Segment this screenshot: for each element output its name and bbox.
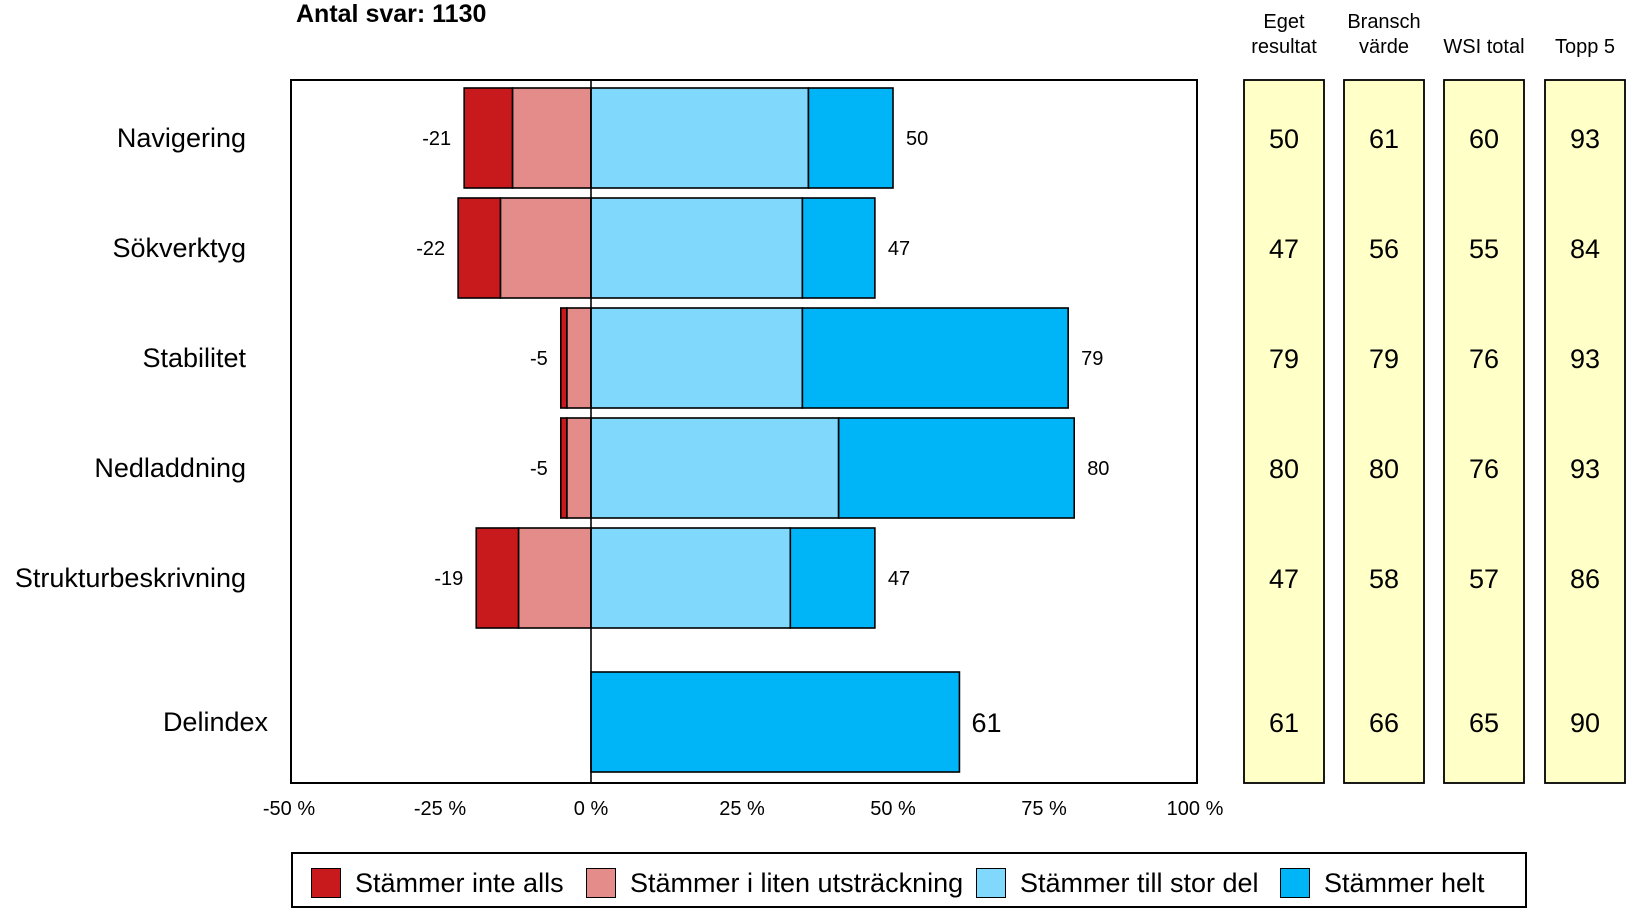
legend-item-stammer-till-stor: Stämmer till stor del — [976, 865, 1259, 901]
bar-sokverktyg-stammer-till-stor-del — [590, 197, 804, 299]
positive-value-label: 50 — [906, 128, 928, 150]
table-cell: 93 — [1570, 344, 1600, 374]
positive-value-label: 61 — [971, 708, 1001, 738]
legend-label: Stämmer inte alls — [355, 867, 564, 898]
bar-stabilitet-stammer-inte-alls — [559, 307, 568, 409]
table-cell: 76 — [1469, 344, 1499, 374]
x-tick-label: 0 % — [574, 798, 609, 820]
bar-navigering-stammer-till-stor-del — [590, 87, 810, 189]
bar-nedladdning-stammer-inte-alls — [559, 417, 568, 519]
positive-value-label: 47 — [888, 568, 910, 590]
table-cell: 79 — [1269, 344, 1299, 374]
comparison-table: Eget resultat Bransch värde WSI total Topp 5 5… — [1243, 11, 1626, 784]
bar-stabilitet-stammer-helt — [801, 307, 1069, 409]
legend-swatch-stammer-inte-alls — [311, 868, 341, 898]
table-cell: 76 — [1469, 454, 1499, 484]
legend-label: Stämmer i liten utsträckning — [630, 867, 964, 898]
bar-navigering-stammer-inte-alls — [463, 87, 514, 189]
table-header-label: värde — [1359, 36, 1409, 58]
category-label: Stabilitet — [142, 343, 246, 373]
table-cell: 56 — [1369, 234, 1399, 264]
table-column-bransch-varde — [1343, 79, 1425, 784]
bar-sokverktyg-stammer-inte-alls — [457, 197, 502, 299]
bar-sokverktyg-stammer-helt — [801, 197, 876, 299]
table-column-wsi-total — [1443, 79, 1525, 784]
bar-stabilitet-stammer-till-stor-del — [590, 307, 804, 409]
bar-strukturbeskrivning-stammer-helt — [789, 527, 876, 629]
table-cell: 57 — [1469, 564, 1499, 594]
bar-sokverktyg-stammer-i-liten-utstrackning — [499, 197, 592, 299]
bar-delindex-stammer-helt — [590, 671, 961, 773]
category-label: Navigering — [117, 123, 246, 153]
bar-stabilitet-stammer-i-liten-utstrackning — [566, 307, 592, 409]
bar-nedladdning-stammer-i-liten-utstrackning — [566, 417, 592, 519]
category-label: Strukturbeskrivning — [15, 563, 246, 593]
table-header-label: WSI total — [1443, 36, 1524, 58]
x-tick-label: 50 % — [870, 798, 916, 820]
table-cell: 79 — [1369, 344, 1399, 374]
table-cell: 61 — [1369, 124, 1399, 154]
table-header-label: Eget — [1263, 11, 1305, 33]
legend-swatch-stammer-i-liten — [586, 868, 616, 898]
legend-item-stammer-inte-alls: Stämmer inte alls — [311, 865, 564, 901]
x-tick-label: 25 % — [719, 798, 765, 820]
legend-label: Stämmer till stor del — [1020, 867, 1259, 898]
positive-value-label: 47 — [888, 238, 910, 260]
table-header-label: Topp 5 — [1555, 36, 1615, 58]
legend: Stämmer inte alls Stämmer i liten utsträ… — [291, 852, 1527, 908]
bar-navigering-stammer-helt — [807, 87, 894, 189]
table-column-eget-resultat — [1243, 79, 1325, 784]
table-cell: 47 — [1269, 234, 1299, 264]
table-cell: 61 — [1269, 708, 1299, 738]
table-cell: 90 — [1570, 708, 1600, 738]
legend-swatch-stammer-till-stor — [976, 868, 1006, 898]
bars-group — [457, 87, 1076, 773]
table-cell: 80 — [1269, 454, 1299, 484]
table-cell: 47 — [1269, 564, 1299, 594]
category-label: Sökverktyg — [112, 233, 246, 263]
table-cell: 93 — [1570, 124, 1600, 154]
table-cell: 86 — [1570, 564, 1600, 594]
negative-value-label: -5 — [530, 348, 548, 370]
table-cell: 60 — [1469, 124, 1499, 154]
table-header-label: Bransch — [1347, 11, 1420, 33]
legend-swatch-stammer-helt — [1280, 868, 1310, 898]
table-cell: 58 — [1369, 564, 1399, 594]
x-tick-label: -50 % — [263, 798, 315, 820]
category-label: Nedladdning — [94, 453, 246, 483]
x-tick-labels: -50 % -25 % 0 % 25 % 50 % 75 % 100 % — [263, 798, 1224, 820]
legend-item-stammer-i-liten: Stämmer i liten utsträckning — [586, 865, 963, 901]
table-cell: 93 — [1570, 454, 1600, 484]
bar-strukturbeskrivning-stammer-i-liten-utstrackning — [517, 527, 592, 629]
table-header-label: resultat — [1251, 36, 1317, 58]
bar-navigering-stammer-i-liten-utstrackning — [511, 87, 592, 189]
bar-nedladdning-stammer-helt — [837, 417, 1076, 519]
positive-value-label: 79 — [1081, 348, 1103, 370]
table-cell: 80 — [1369, 454, 1399, 484]
category-label: Delindex — [163, 707, 269, 737]
table-cell: 50 — [1269, 124, 1299, 154]
legend-label: Stämmer helt — [1324, 867, 1485, 898]
x-tick-label: 75 % — [1021, 798, 1067, 820]
bar-strukturbeskrivning-stammer-inte-alls — [475, 527, 520, 629]
table-cell: 66 — [1369, 708, 1399, 738]
legend-item-stammer-helt: Stämmer helt — [1280, 865, 1485, 901]
bar-strukturbeskrivning-stammer-till-stor-del — [590, 527, 792, 629]
negative-value-label: -22 — [416, 238, 445, 260]
category-labels: Navigering Sökverktyg Stabilitet Nedladdnin… — [15, 123, 269, 737]
table-cell: 65 — [1469, 708, 1499, 738]
table-cell: 55 — [1469, 234, 1499, 264]
negative-value-label: -19 — [434, 568, 463, 590]
table-cell: 84 — [1570, 234, 1600, 264]
table-column-topp-5 — [1544, 79, 1626, 784]
negative-value-label: -5 — [530, 458, 548, 480]
bar-nedladdning-stammer-till-stor-del — [590, 417, 840, 519]
negative-value-label: -21 — [422, 128, 451, 150]
value-labels: -21 50 -22 47 -5 79 -5 80 -19 47 61 — [416, 128, 1109, 738]
chart-title: Antal svar: 1130 — [296, 0, 486, 28]
positive-value-label: 80 — [1087, 458, 1109, 480]
x-tick-label: 100 % — [1167, 798, 1224, 820]
x-tick-label: -25 % — [414, 798, 466, 820]
